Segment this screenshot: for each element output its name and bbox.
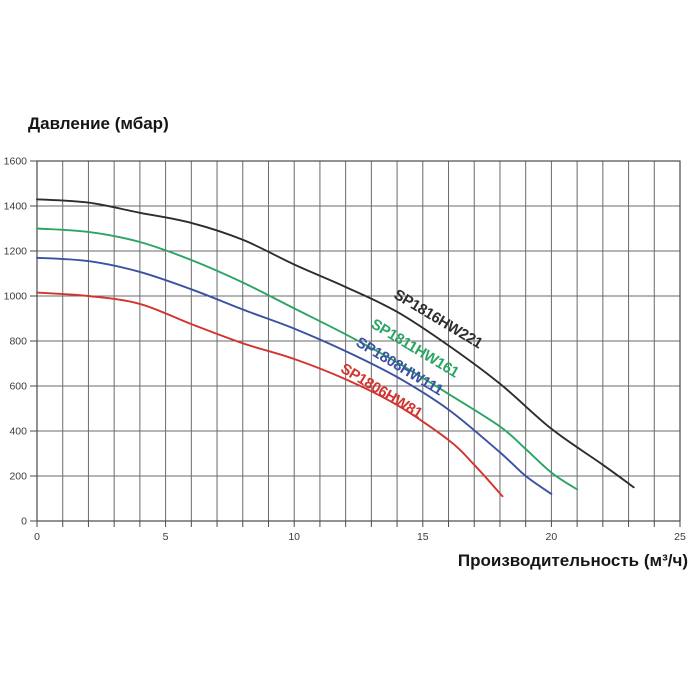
y-axis-title: Давление (мбар) — [28, 114, 169, 133]
y-tick-label: 1400 — [4, 201, 28, 213]
x-axis-title: Производительность (м³/ч) — [457, 551, 688, 570]
curve-SP1806HW81 — [36, 291, 504, 498]
x-tick-label: 0 — [34, 531, 40, 543]
x-tick-label: 10 — [288, 531, 300, 543]
x-tick-label: 15 — [417, 531, 429, 543]
y-tick-label: 200 — [9, 471, 27, 483]
y-tick-label: 400 — [9, 426, 27, 438]
curve-SP1808HW111 — [36, 256, 553, 495]
y-tick-label: 600 — [9, 381, 27, 393]
y-tick-label: 800 — [9, 336, 27, 348]
x-tick-label: 5 — [163, 531, 169, 543]
curve-SP1811HW161 — [36, 227, 579, 491]
plot-border — [36, 160, 681, 522]
y-tick-label: 1600 — [4, 156, 28, 168]
y-tick-label: 1200 — [4, 246, 28, 258]
curve-SP1816HW221 — [36, 198, 635, 489]
x-tick-label: 25 — [674, 531, 686, 543]
x-tick-label: 20 — [546, 531, 558, 543]
y-tick-label: 0 — [21, 516, 27, 528]
y-tick-label: 1000 — [4, 291, 28, 303]
